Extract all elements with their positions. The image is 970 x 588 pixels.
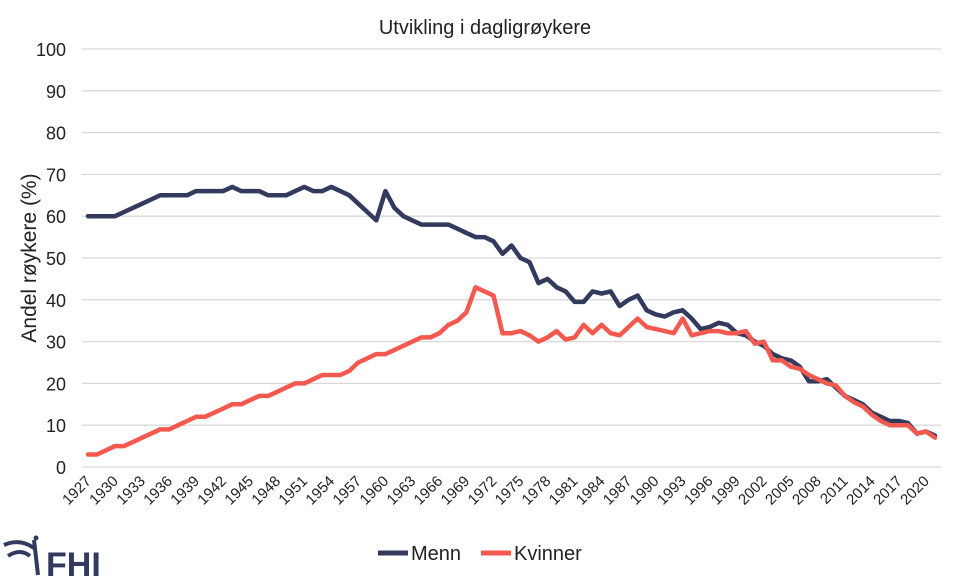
x-tick-label: 1990 [627, 473, 663, 509]
y-tick-label: 0 [56, 458, 66, 478]
x-tick-label: 2008 [789, 473, 825, 509]
y-tick-label: 70 [46, 165, 66, 185]
x-tick-label: 1951 [275, 473, 311, 509]
x-tick-label: 1936 [140, 473, 176, 509]
y-tick-label: 80 [46, 124, 66, 144]
x-tick-label: 1996 [681, 473, 717, 509]
x-tick-label: 1954 [302, 473, 338, 509]
y-tick-label: 90 [46, 82, 66, 102]
x-tick-label: 1963 [384, 473, 420, 509]
y-tick-label: 50 [46, 249, 66, 269]
logo-text: FHI [46, 546, 101, 583]
x-tick-label: 2020 [897, 473, 933, 509]
x-tick-label: 1945 [221, 473, 257, 509]
legend-label: Kvinner [514, 543, 582, 565]
x-tick-label: 1969 [438, 473, 474, 509]
series-line-menn [85, 184, 938, 438]
x-tick-label: 1933 [113, 473, 149, 509]
y-tick-label: 30 [46, 333, 66, 353]
x-tick-label: 1930 [86, 473, 122, 509]
chart-title: Utvikling i dagligrøykere [379, 17, 591, 39]
x-tick-label: 1960 [357, 473, 393, 509]
x-tick-label: 1966 [411, 473, 447, 509]
x-tick-label: 1993 [654, 473, 690, 509]
x-tick-label: 1957 [330, 473, 366, 509]
legend: Menn Kvinner [378, 543, 582, 565]
x-tick-label: 2014 [843, 473, 879, 509]
x-tick-label: 1987 [600, 473, 636, 509]
x-tick-label: 1927 [59, 473, 95, 509]
x-tick-label: 1975 [492, 473, 528, 509]
x-tick-label: 1942 [194, 473, 230, 509]
x-tick-label: 2005 [762, 473, 798, 509]
fhi-logo: FHI [3, 535, 101, 584]
x-tick-label: 1948 [248, 473, 284, 509]
y-tick-label: 10 [46, 416, 66, 436]
y-tick-label: 20 [46, 374, 66, 394]
x-tick-label: 2017 [870, 473, 906, 509]
x-tick-label: 2011 [817, 473, 852, 508]
x-tick-label: 1972 [465, 473, 501, 509]
x-tick-label: 1981 [546, 473, 582, 509]
y-tick-label: 60 [46, 207, 66, 227]
y-tick-label: 40 [46, 291, 66, 311]
x-tick-label: 1978 [519, 473, 555, 509]
x-tick-label: 2002 [735, 473, 771, 509]
y-tick-label: 100 [36, 40, 66, 60]
x-tick-label: 1939 [167, 473, 203, 509]
y-axis-label: Andel røykere (%) [18, 173, 41, 342]
legend-label: Menn [411, 543, 461, 565]
x-tick-label: 1999 [708, 473, 744, 509]
x-tick-label: 1984 [573, 473, 609, 509]
series-line-kvinner [85, 285, 938, 457]
